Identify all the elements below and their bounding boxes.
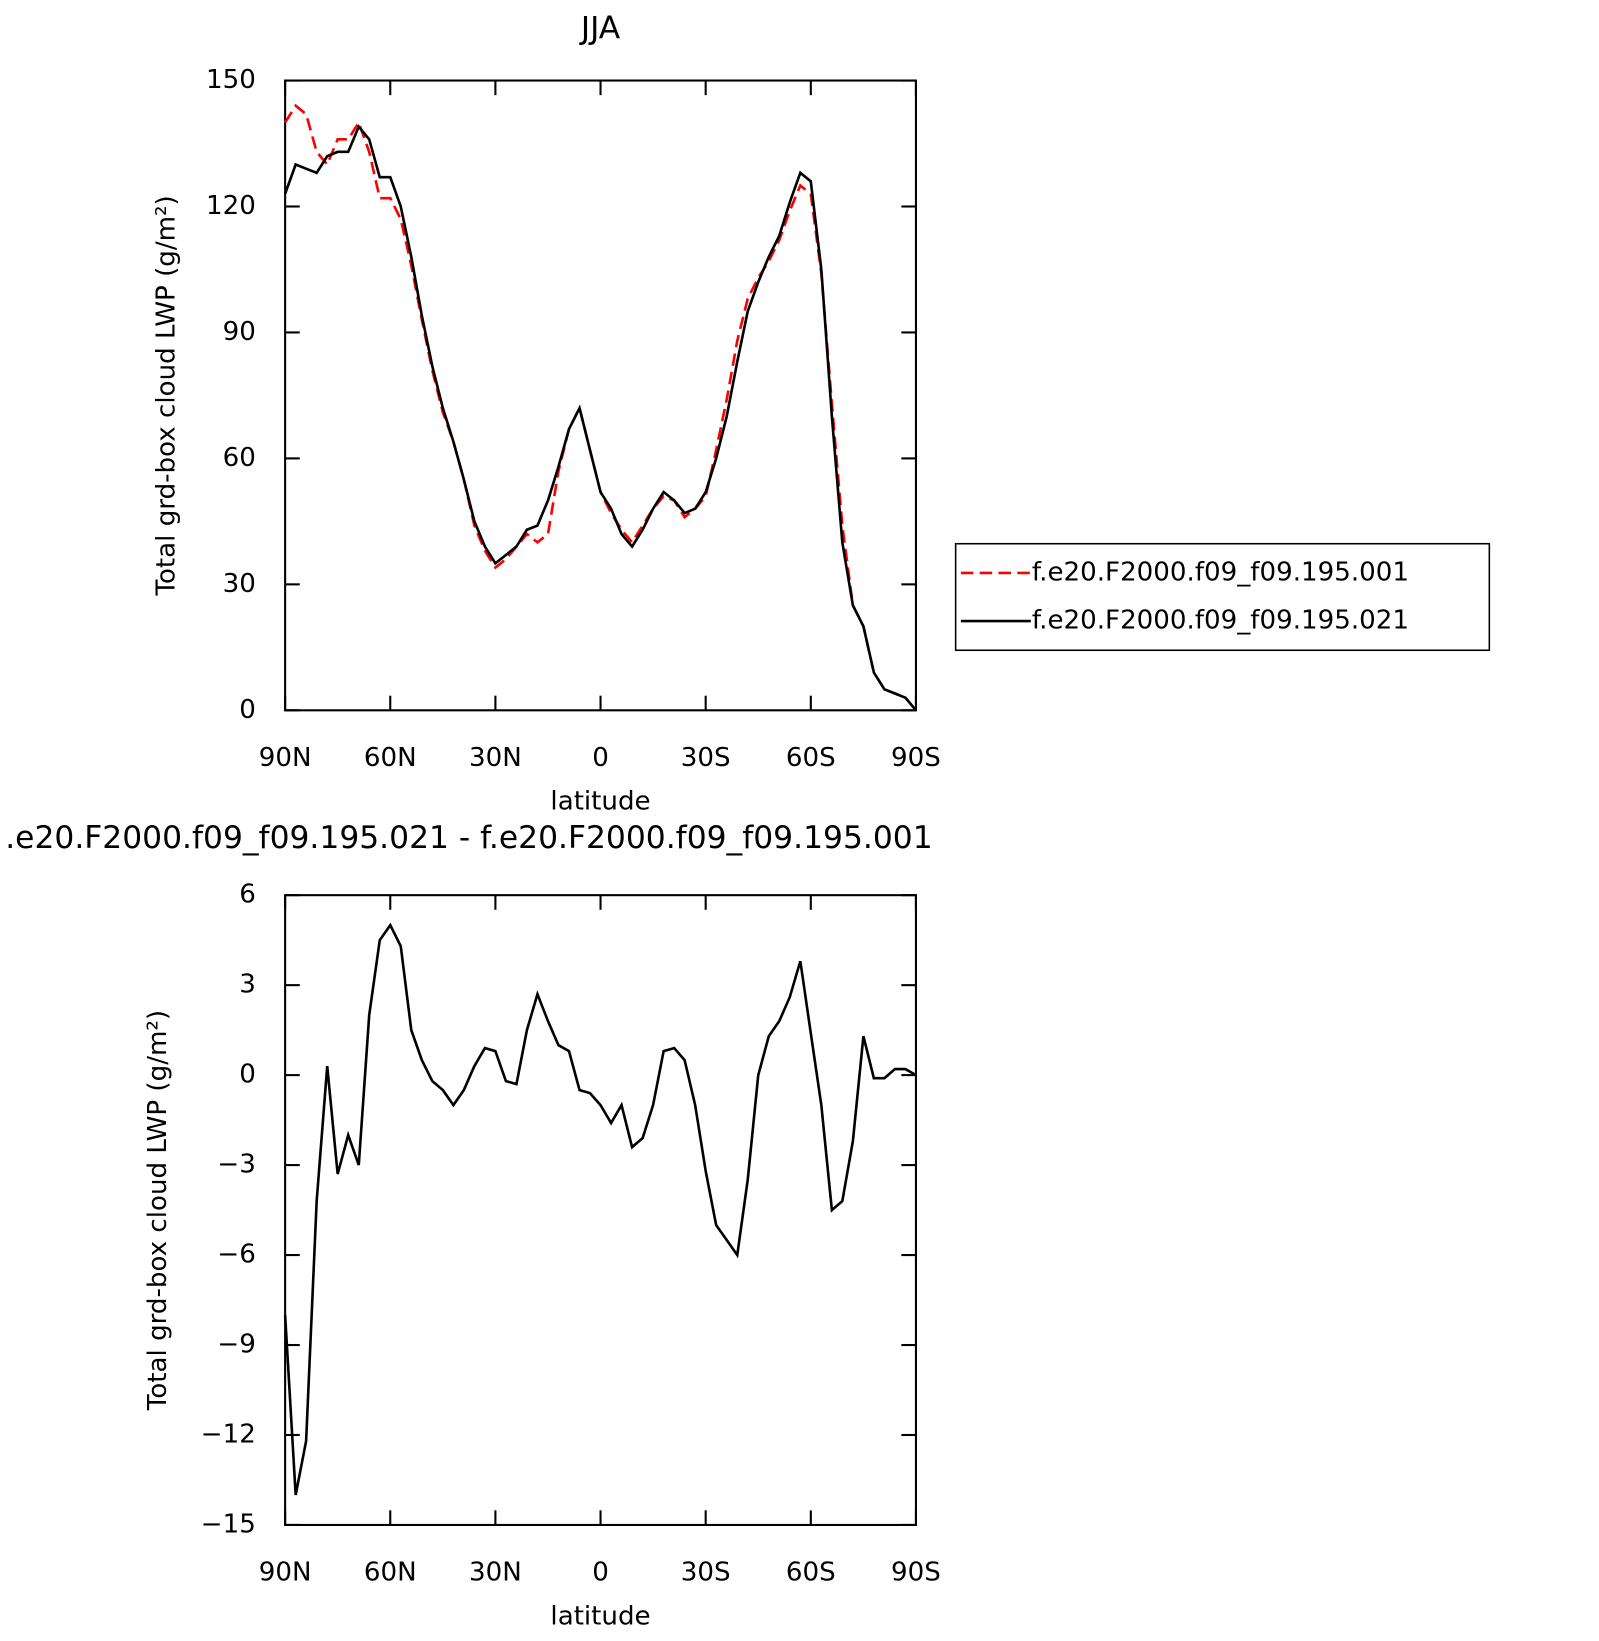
x-axis-label: latitude — [550, 1601, 650, 1631]
y-tick-label: 90 — [223, 317, 256, 347]
x-tick-label: 0 — [592, 743, 609, 773]
data-line — [284, 103, 917, 712]
x-axis-label: latitude — [550, 787, 650, 817]
x-tick-label: 30S — [681, 1558, 731, 1588]
x-tick-label: 30N — [469, 743, 522, 773]
x-tick-label: 90S — [891, 1558, 941, 1588]
legend-label: f.e20.F2000.f09_f09.195.021 — [1032, 606, 1409, 636]
y-tick-label: −12 — [201, 1419, 256, 1449]
legend: f.e20.F2000.f09_f09.195.001 f.e20.F2000.f… — [954, 542, 1491, 652]
legend-box — [954, 542, 1491, 652]
x-tick-label: 60S — [786, 1558, 836, 1588]
chart-panel: JJA 0 30 60 90 120 150 90N 60N 30N 0 30S 60S 90S latit… — [152, 10, 1491, 817]
plot-frame — [284, 894, 917, 1527]
x-tick-label: 0 — [592, 1558, 609, 1588]
y-tick-label: 0 — [239, 1060, 256, 1090]
y-tick-label: −3 — [217, 1150, 255, 1180]
y-tick-label: 6 — [239, 880, 256, 910]
y-tick-label: 0 — [239, 695, 256, 725]
chart-title: .e20.F2000.f09_f09.195.021 - f.e20.F2000… — [5, 820, 932, 856]
data-line — [283, 124, 917, 712]
x-tick-label: 30N — [469, 1558, 522, 1588]
y-axis-label: Total grd-box cloud LWP (g/m²) — [143, 1010, 173, 1411]
y-tick-label: 60 — [223, 443, 256, 473]
x-tick-label: 90N — [259, 743, 312, 773]
legend-label: f.e20.F2000.f09_f09.195.001 — [1032, 557, 1409, 587]
x-tick-label: 30S — [681, 743, 731, 773]
y-tick-label: −9 — [217, 1330, 255, 1360]
x-tick-label: 60N — [364, 1558, 417, 1588]
x-tick-label: 90S — [891, 743, 941, 773]
x-tick-label: 90N — [259, 1558, 312, 1588]
y-tick-label: 3 — [239, 970, 256, 1000]
y-tick-label: 120 — [206, 191, 256, 221]
y-tick-label: 150 — [206, 65, 256, 95]
y-tick-label: 30 — [223, 569, 256, 599]
x-tick-label: 60S — [786, 743, 836, 773]
y-tick-label: −6 — [217, 1240, 255, 1270]
chart-title: JJA — [579, 10, 621, 46]
chart-panel: .e20.F2000.f09_f09.195.021 - f.e20.F2000… — [5, 820, 941, 1632]
x-tick-label: 60N — [364, 743, 417, 773]
y-axis-label: Total grd-box cloud LWP (g/m²) — [152, 195, 182, 596]
y-tick-label: −15 — [201, 1509, 256, 1539]
data-line — [283, 922, 917, 1496]
